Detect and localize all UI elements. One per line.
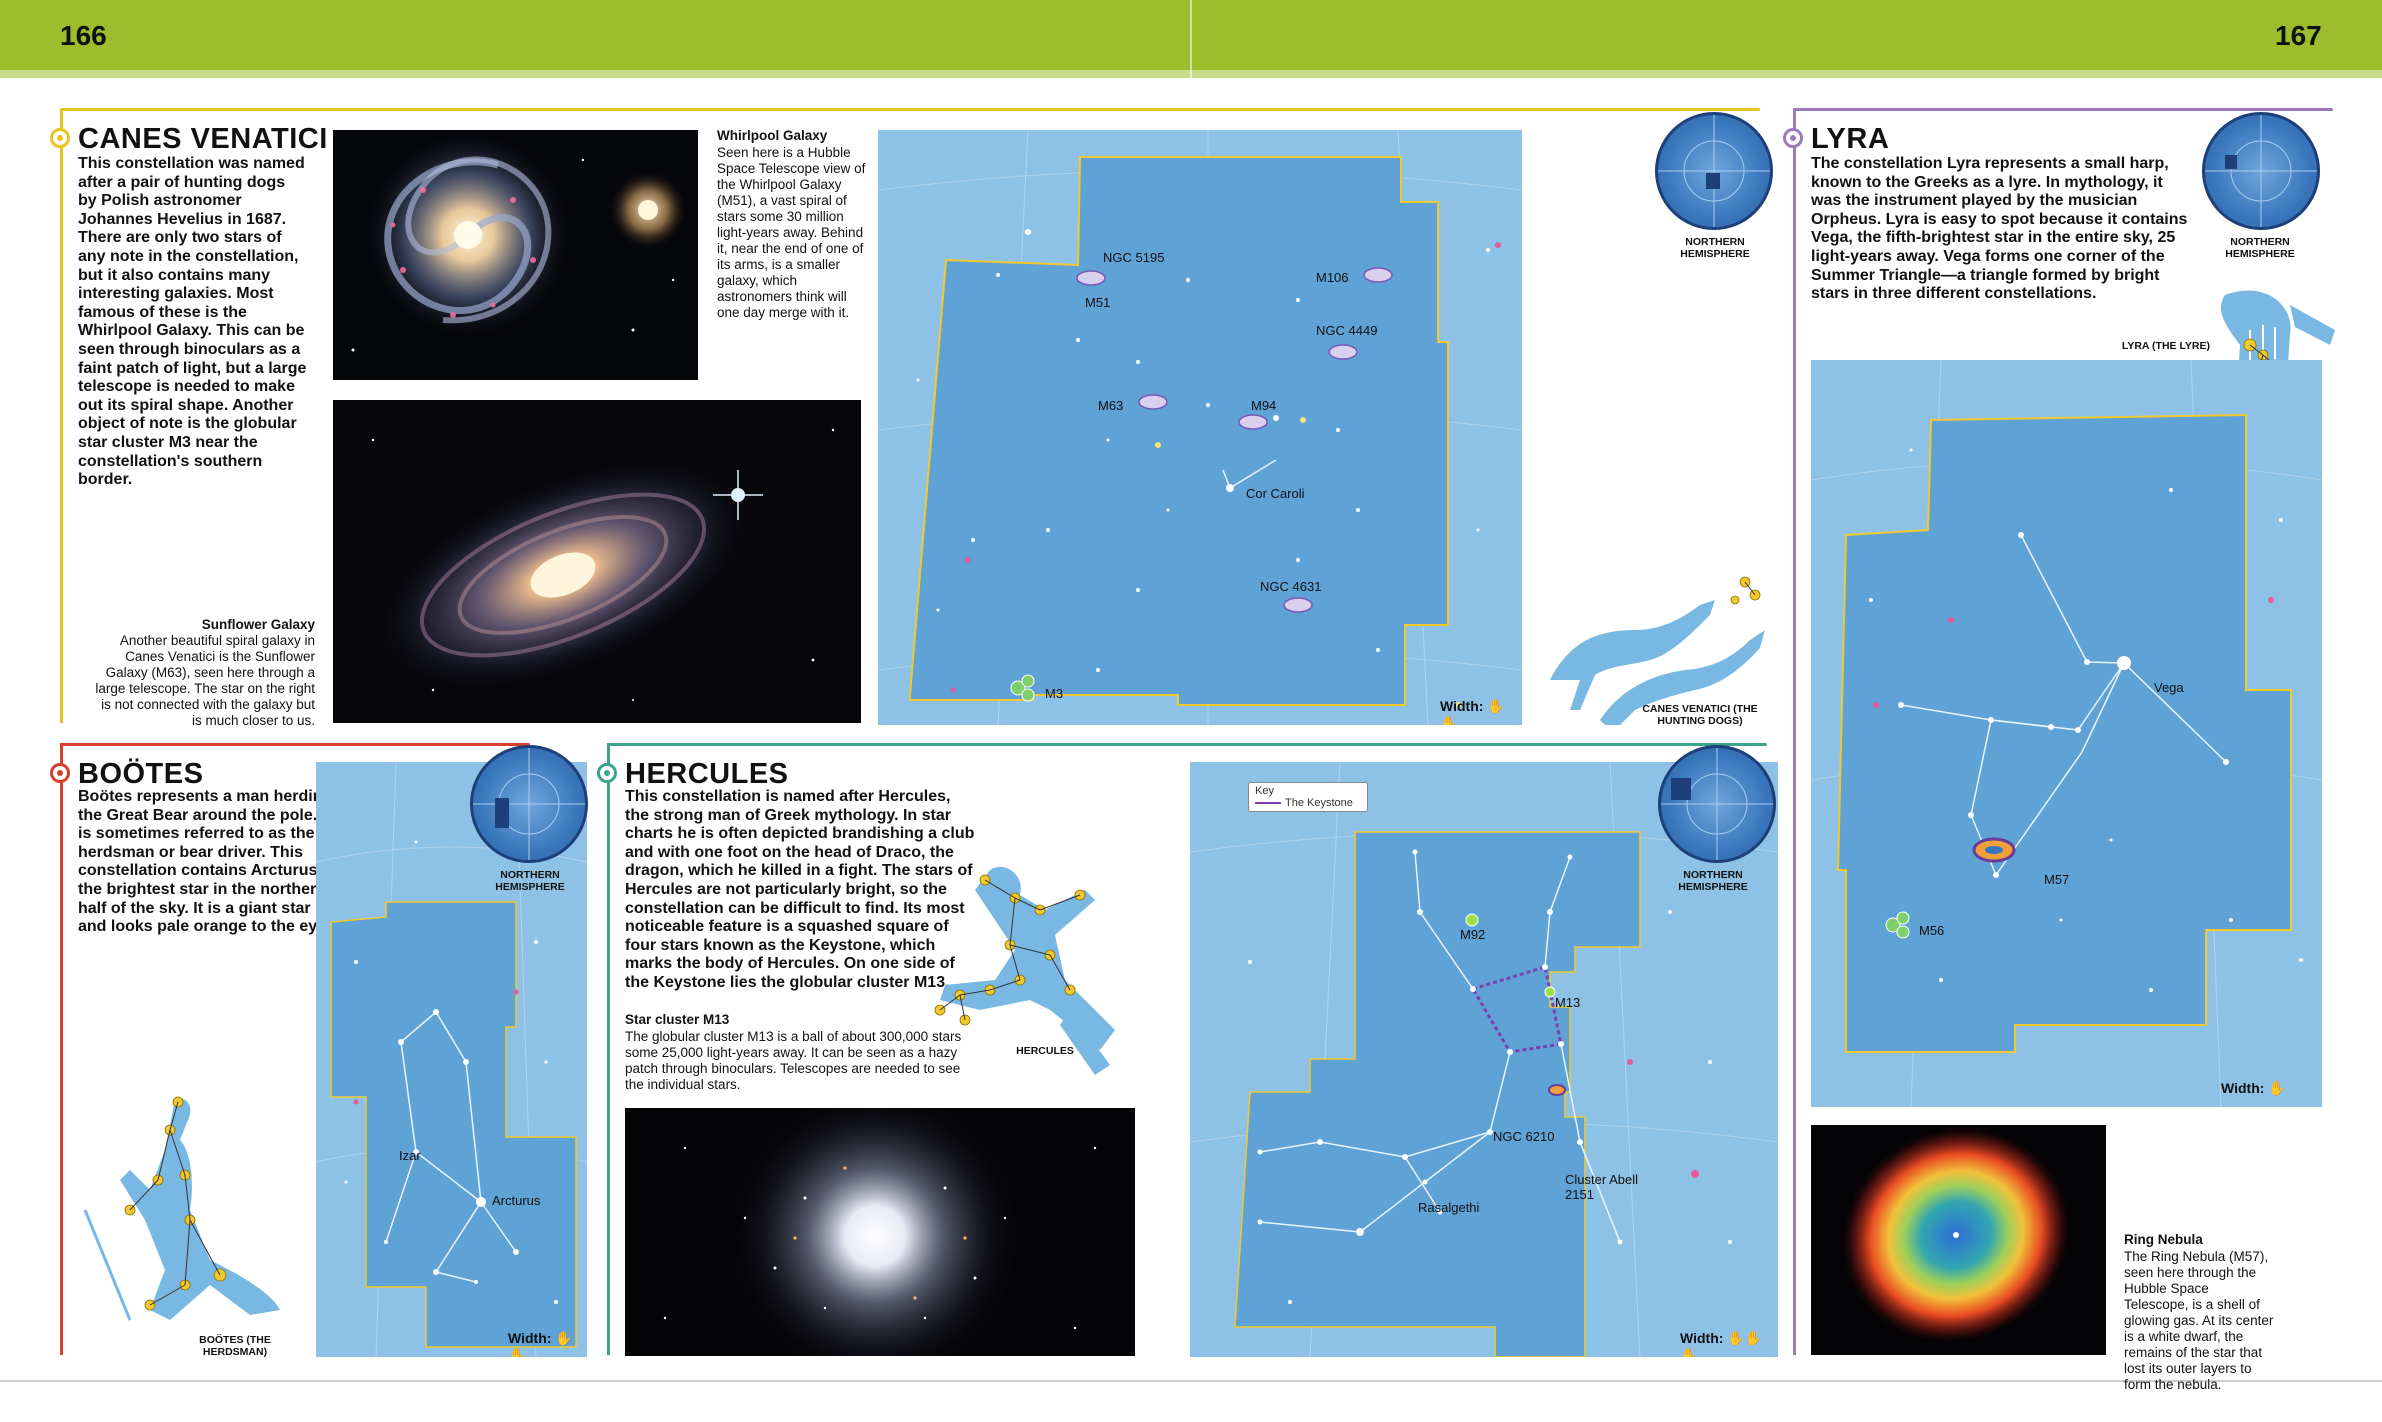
canes-figure-label: CANES VENATICI (THE HUNTING DOGS) [1642, 703, 1758, 727]
map-label-m92: M92 [1460, 927, 1486, 942]
lyra-width-label: Width: ✋ [2221, 1080, 2286, 1096]
canes-body: This constellation was named after a pai… [78, 155, 307, 489]
map-label-m51: M51 [1085, 295, 1111, 310]
hercules-top-line [607, 743, 1767, 746]
map-label-ngc6210: NGC 6210 [1493, 1129, 1555, 1144]
map-label-cor-caroli: Cor Caroli [1246, 486, 1305, 501]
lyra-title: LYRA [1811, 123, 1890, 155]
m13-caption-text: The globular cluster M13 is a ball of ab… [625, 1029, 962, 1092]
map-label-vega: Vega [2154, 680, 2184, 695]
hercules-body: This constellation is named after Hercul… [625, 788, 975, 991]
lyra-section-icon [1783, 128, 1803, 148]
herdsman-figure [70, 1090, 295, 1330]
hercules-figure-label: HERCULES [1016, 1045, 1074, 1057]
canes-hemisphere-label: NORTHERN HEMISPHERE [1680, 236, 1750, 260]
whirlpool-caption-text: Seen here is a Hubble Space Telescope vi… [717, 145, 866, 320]
canes-venatici-star-map: NGC 5195 M51 M106 NGC 4449 M63 M94 Cor C… [878, 130, 1522, 725]
map-label-m56: M56 [1919, 923, 1945, 938]
page-number-left: 166 [60, 20, 107, 51]
map-label-m3: M3 [1045, 686, 1064, 701]
bootes-section-icon [50, 763, 70, 783]
bootes-body: Boötes represents a man herding the Grea… [78, 788, 343, 936]
map-label-m106: M106 [1316, 270, 1349, 285]
map-label-arcturus: Arcturus [492, 1193, 541, 1208]
map-label-cluster-abell-2151: Cluster Abell 2151 [1565, 1172, 1638, 1202]
keystone-key-box: Key The Keystone [1248, 782, 1368, 812]
map-label-m57: M57 [2044, 872, 2070, 887]
sunflower-caption-text: Another beautiful spiral galaxy in Canes… [95, 633, 315, 728]
whirlpool-caption-title: Whirlpool Galaxy [717, 128, 828, 143]
canes-top-line [60, 108, 1760, 111]
sunflower-caption-title: Sunflower Galaxy [201, 617, 315, 632]
map-label-m94: M94 [1251, 398, 1277, 413]
bootes-hemisphere-label: NORTHERN HEMISPHERE [495, 869, 565, 893]
bootes-title: BOÖTES [78, 758, 204, 790]
bootes-hemisphere-globe [470, 745, 588, 863]
lyra-hemisphere-label: NORTHERN HEMISPHERE [2225, 236, 2295, 260]
map-label-ngc4631: NGC 4631 [1260, 579, 1322, 594]
page-bottom-line [0, 1380, 2382, 1382]
key-item-label: The Keystone [1285, 797, 1353, 809]
hercules-star-map: Key The Keystone M92 M13 NGC 6210 Cluste… [1190, 762, 1778, 1357]
hunting-dogs-figure [1540, 560, 1780, 725]
sunflower-galaxy-photo [333, 400, 861, 723]
canes-section-icon [50, 128, 70, 148]
lyra-star-map: Vega M57 M56 Width: ✋ [1811, 360, 2322, 1107]
ring-nebula-photo [1811, 1125, 2106, 1355]
bootes-top-line [60, 743, 530, 746]
hercules-title: HERCULES [625, 758, 789, 790]
bootes-side-line [60, 743, 63, 1355]
hercules-section-icon [597, 763, 617, 783]
key-item-row: The Keystone [1255, 797, 1361, 809]
canes-side-line [60, 108, 63, 723]
lyra-hemisphere-globe [2202, 112, 2320, 230]
hercules-width-label: Width: ✋✋✋ [1680, 1330, 1763, 1357]
ring-caption-title: Ring Nebula [2124, 1232, 2203, 1247]
map-label-rasalgethi: Rasalgethi [1418, 1200, 1480, 1215]
ring-caption-text: The Ring Nebula (M57), seen here through… [2124, 1249, 2274, 1392]
bootes-width-label: Width: ✋✋ [508, 1330, 573, 1357]
lyra-side-line [1793, 108, 1796, 1355]
canes-title: CANES VENATICI [78, 123, 328, 155]
map-label-izar: Izar [399, 1148, 421, 1163]
hercules-hemisphere-label: NORTHERN HEMISPHERE [1678, 869, 1748, 893]
map-label-m13: M13 [1555, 995, 1581, 1010]
map-label-ngc4449: NGC 4449 [1316, 323, 1378, 338]
key-title: Key [1255, 785, 1274, 797]
bootes-figure-label: BOÖTES (THE HERDSMAN) [199, 1334, 271, 1358]
canes-hemisphere-globe [1655, 112, 1773, 230]
m13-cluster-photo [625, 1108, 1135, 1356]
page-number-right: 167 [2275, 20, 2322, 51]
hercules-side-line [607, 743, 610, 1355]
canes-width-label: Width: ✋✋ [1440, 698, 1505, 725]
lyra-figure-label: LYRA (THE LYRE) [2121, 340, 2210, 352]
key-swatch [1255, 802, 1281, 804]
hercules-figure [920, 850, 1140, 1090]
hercules-hemisphere-globe [1658, 745, 1776, 863]
map-label-ngc5195: NGC 5195 [1103, 250, 1165, 265]
whirlpool-galaxy-photo [333, 130, 698, 380]
map-label-m63: M63 [1098, 398, 1124, 413]
lyra-body: The constellation Lyra represents a smal… [1811, 155, 2188, 303]
m13-caption-title: Star cluster M13 [625, 1012, 730, 1027]
lyra-top-line [1793, 108, 2333, 111]
